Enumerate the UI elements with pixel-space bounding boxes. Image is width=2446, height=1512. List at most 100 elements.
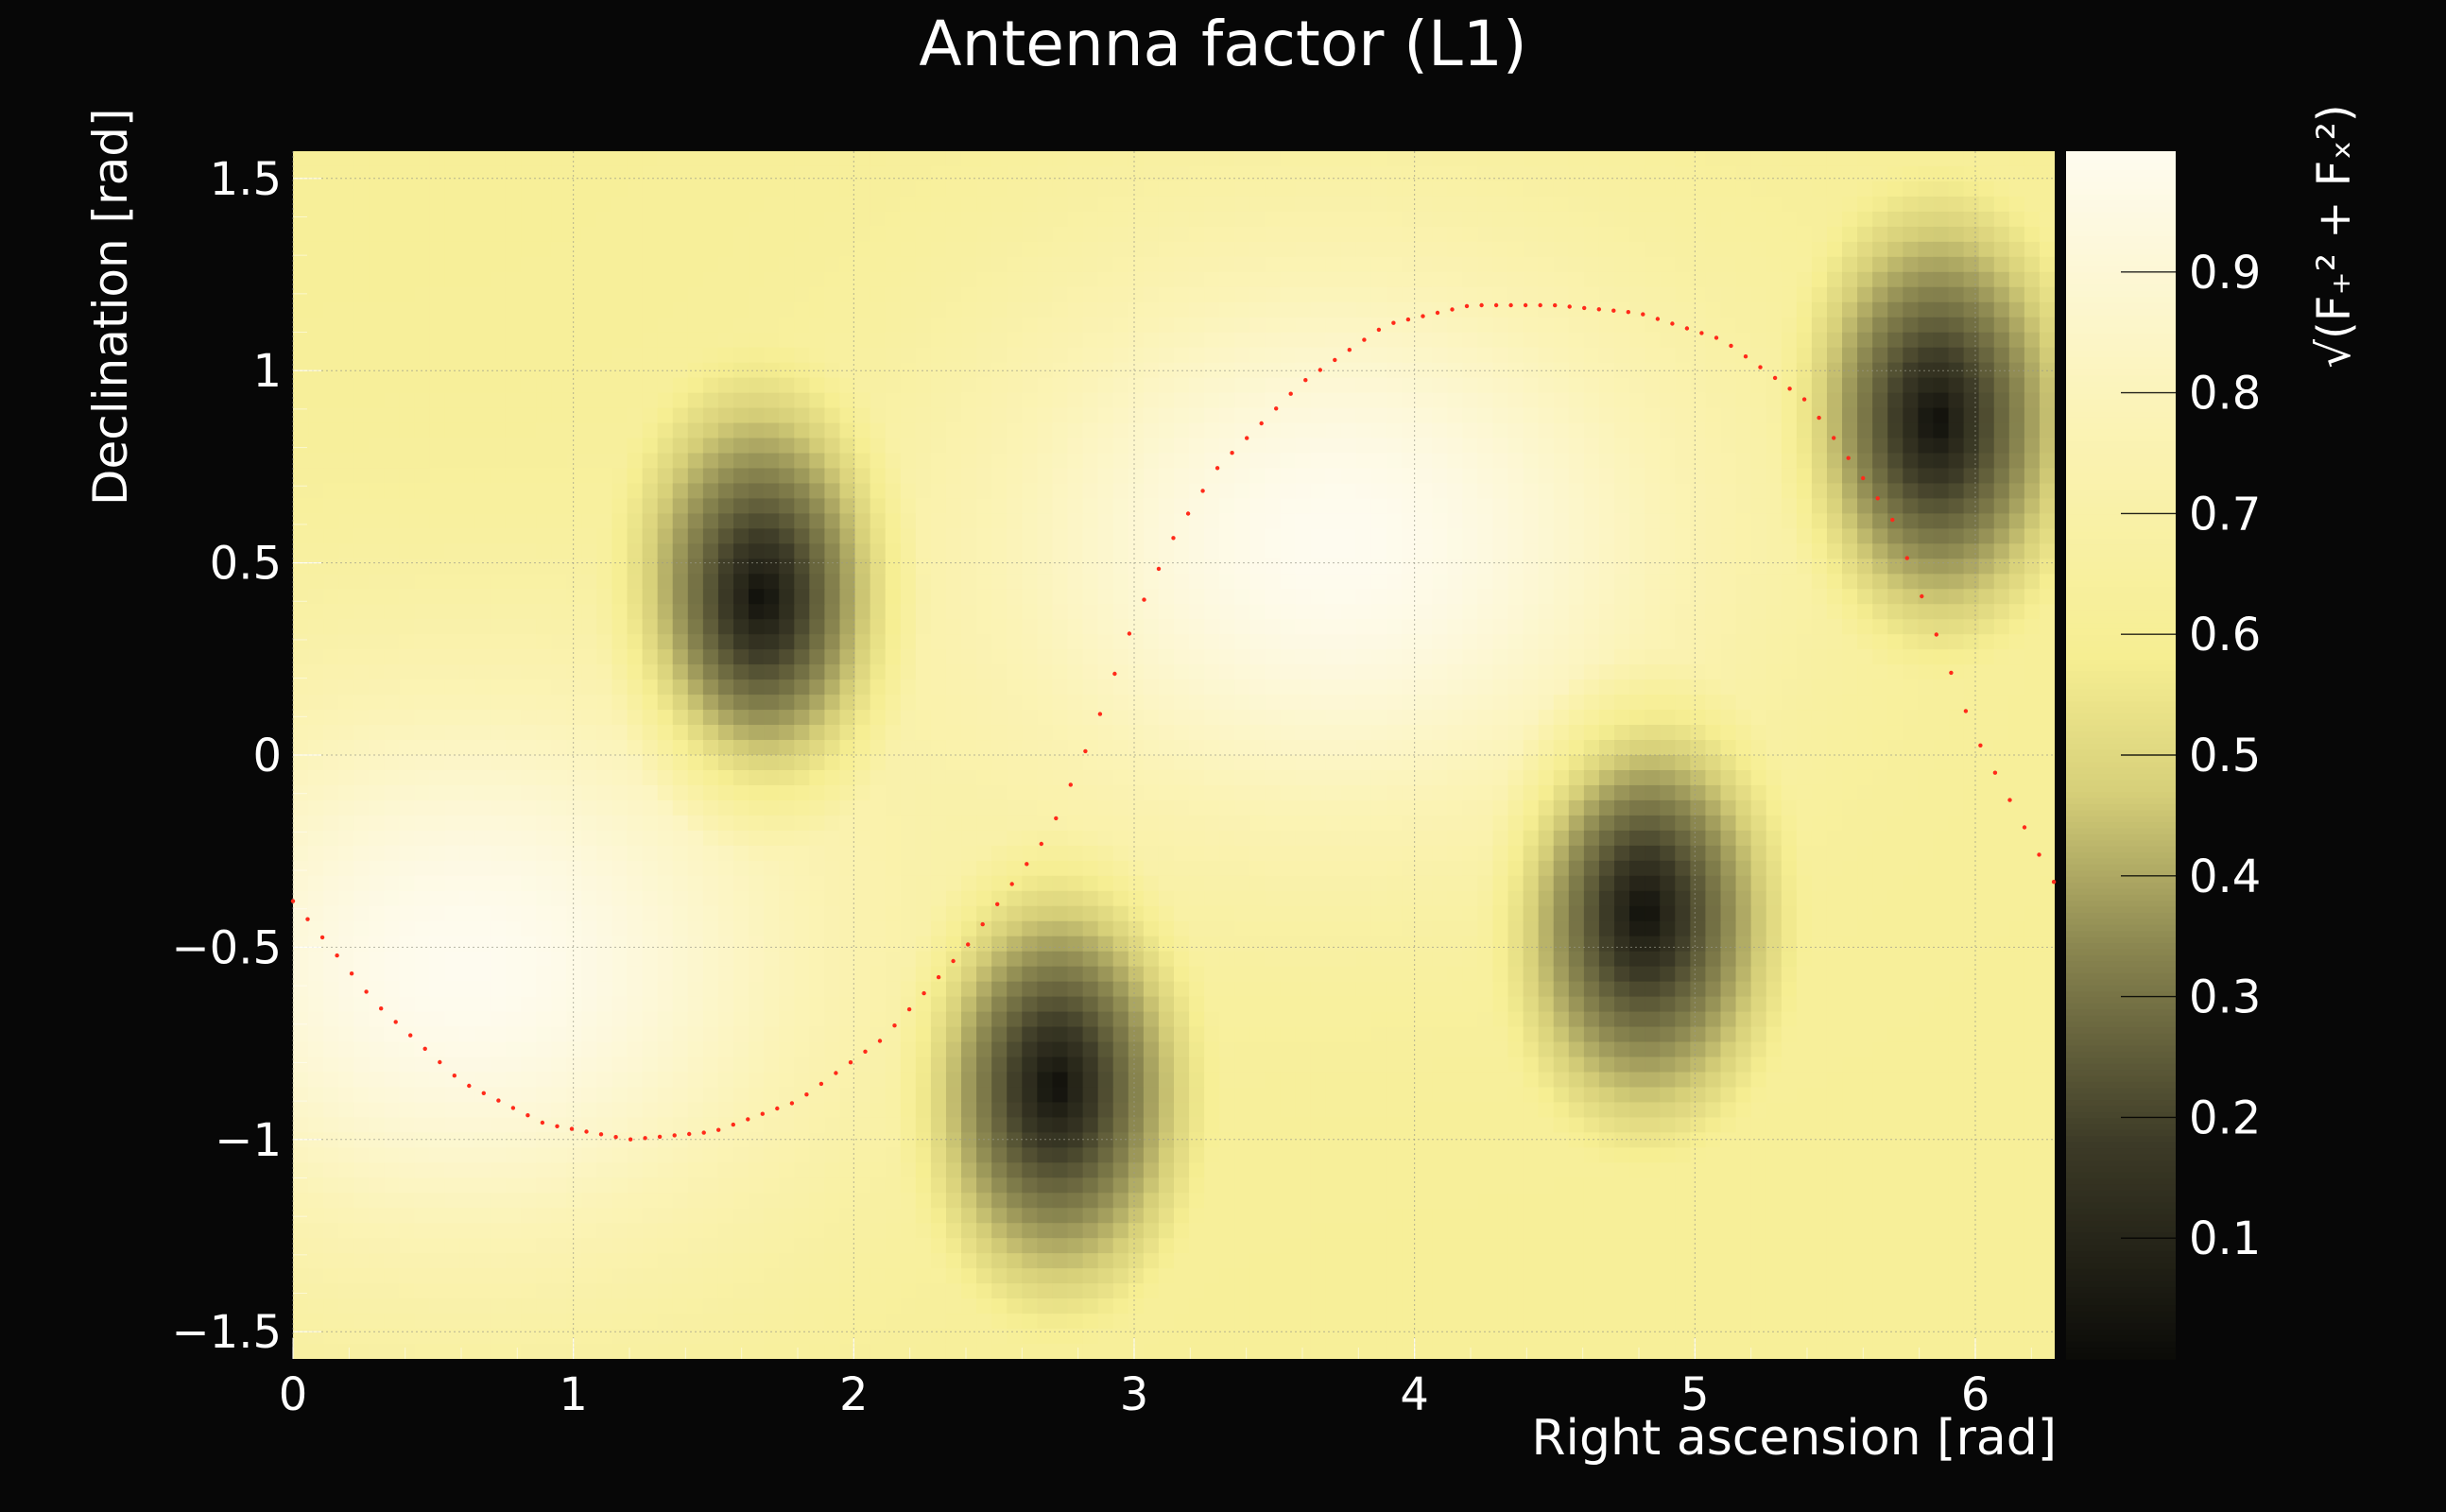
heatmap-cells — [293, 151, 2055, 1359]
heatmap-cell — [900, 453, 917, 470]
heatmap-cell — [308, 725, 324, 741]
heatmap-cell — [551, 543, 567, 559]
heatmap-cell — [1340, 513, 1357, 529]
heatmap-cell — [1629, 483, 1645, 500]
heatmap-cell — [1735, 513, 1752, 529]
heatmap-cell — [1234, 755, 1250, 771]
heatmap-cell — [1750, 649, 1767, 665]
heatmap-cell — [521, 180, 537, 198]
heatmap-cell — [581, 679, 597, 696]
heatmap-cell — [991, 558, 1008, 575]
heatmap-cell — [1370, 211, 1387, 228]
heatmap-cell — [505, 725, 522, 741]
heatmap-cell — [1614, 528, 1630, 544]
heatmap-cell — [854, 196, 871, 213]
heatmap-cell — [717, 453, 734, 470]
heatmap-cell — [824, 347, 841, 364]
heatmap-cell — [1082, 438, 1099, 455]
heatmap-cell — [490, 196, 507, 213]
heatmap-cell — [1295, 558, 1312, 575]
heatmap-cell — [900, 301, 917, 318]
heatmap-cell — [1462, 211, 1478, 228]
heatmap-cell — [414, 165, 431, 182]
heatmap-cell — [779, 332, 795, 349]
heatmap-cell — [2024, 664, 2041, 680]
heatmap-cell — [1462, 755, 1478, 771]
heatmap-cell — [961, 604, 977, 620]
heatmap-cell — [1386, 453, 1403, 470]
heatmap-cell — [1750, 165, 1767, 182]
heatmap-cell — [1340, 377, 1357, 394]
heatmap-cell — [1872, 286, 1888, 303]
heatmap-cell — [1219, 453, 1235, 470]
heatmap-cell — [414, 769, 431, 786]
heatmap-cell — [581, 453, 597, 470]
heatmap-cell — [1007, 438, 1023, 455]
heatmap-cell — [1447, 226, 1463, 243]
heatmap-cell — [293, 256, 309, 273]
heatmap-cell — [764, 664, 780, 680]
heatmap-cell — [1842, 180, 1858, 198]
heatmap-cell — [1097, 589, 1114, 605]
heatmap-cell — [1963, 468, 1980, 485]
heatmap-cell — [1796, 362, 1813, 379]
heatmap-cell — [824, 498, 841, 514]
heatmap-cell — [414, 664, 431, 680]
heatmap-cell — [672, 679, 689, 696]
heatmap-cell — [536, 271, 552, 288]
heatmap-cell — [1963, 589, 1980, 605]
heatmap-cell — [824, 604, 841, 620]
heatmap-cell — [1993, 196, 2010, 213]
heatmap-cell — [1112, 438, 1129, 455]
heatmap-cell — [1690, 604, 1707, 620]
heatmap-cell — [687, 286, 704, 303]
heatmap-cell — [566, 619, 582, 635]
heatmap-cell — [1507, 196, 1524, 213]
heatmap-cell — [1280, 226, 1297, 243]
heatmap-cell — [1112, 634, 1129, 650]
heatmap-cell — [961, 483, 977, 500]
heatmap-cell — [384, 574, 401, 590]
heatmap-cell — [1417, 271, 1433, 288]
heatmap-cell — [1370, 468, 1387, 485]
heatmap-cell — [915, 377, 932, 394]
heatmap-cell — [1887, 286, 1903, 303]
heatmap-cell — [1462, 196, 1478, 213]
heatmap-cell — [1325, 755, 1342, 771]
heatmap-cell — [1903, 347, 1919, 364]
heatmap-cell — [1781, 180, 1798, 198]
heatmap-cell — [991, 392, 1008, 409]
heatmap-cell — [1993, 543, 2010, 559]
heatmap-cell — [459, 769, 476, 786]
heatmap-cell — [1720, 438, 1737, 455]
heatmap-cell — [809, 226, 826, 243]
heatmap-cell — [1082, 589, 1099, 605]
heatmap-cell — [1082, 574, 1099, 590]
heatmap-cell — [1219, 725, 1235, 741]
heatmap-cell — [945, 317, 962, 334]
heatmap-cell — [870, 407, 887, 424]
heatmap-cell — [1462, 453, 1478, 470]
heatmap-cell — [338, 769, 354, 786]
heatmap-cell — [521, 558, 537, 575]
heatmap-cell — [1918, 211, 1935, 228]
heatmap-cell — [1158, 483, 1175, 500]
heatmap-cell — [1067, 407, 1084, 424]
heatmap-cell — [1963, 317, 1980, 334]
heatmap-cell — [854, 180, 871, 198]
heatmap-cell — [1553, 211, 1570, 228]
heatmap-cell — [657, 180, 674, 198]
heatmap-cell — [764, 256, 780, 273]
heatmap-cell — [1447, 784, 1463, 801]
heatmap-cell — [1417, 589, 1433, 605]
heatmap-cell — [414, 332, 431, 349]
heatmap-cell — [1598, 784, 1615, 801]
heatmap-cell — [930, 407, 947, 424]
heatmap-cell — [1492, 468, 1509, 485]
heatmap-cell — [1690, 271, 1707, 288]
heatmap-cell — [1310, 301, 1327, 318]
heatmap-cell — [1826, 301, 1843, 318]
heatmap-cell — [459, 165, 476, 182]
heatmap-cell — [581, 755, 597, 771]
heatmap-cell — [612, 664, 629, 680]
